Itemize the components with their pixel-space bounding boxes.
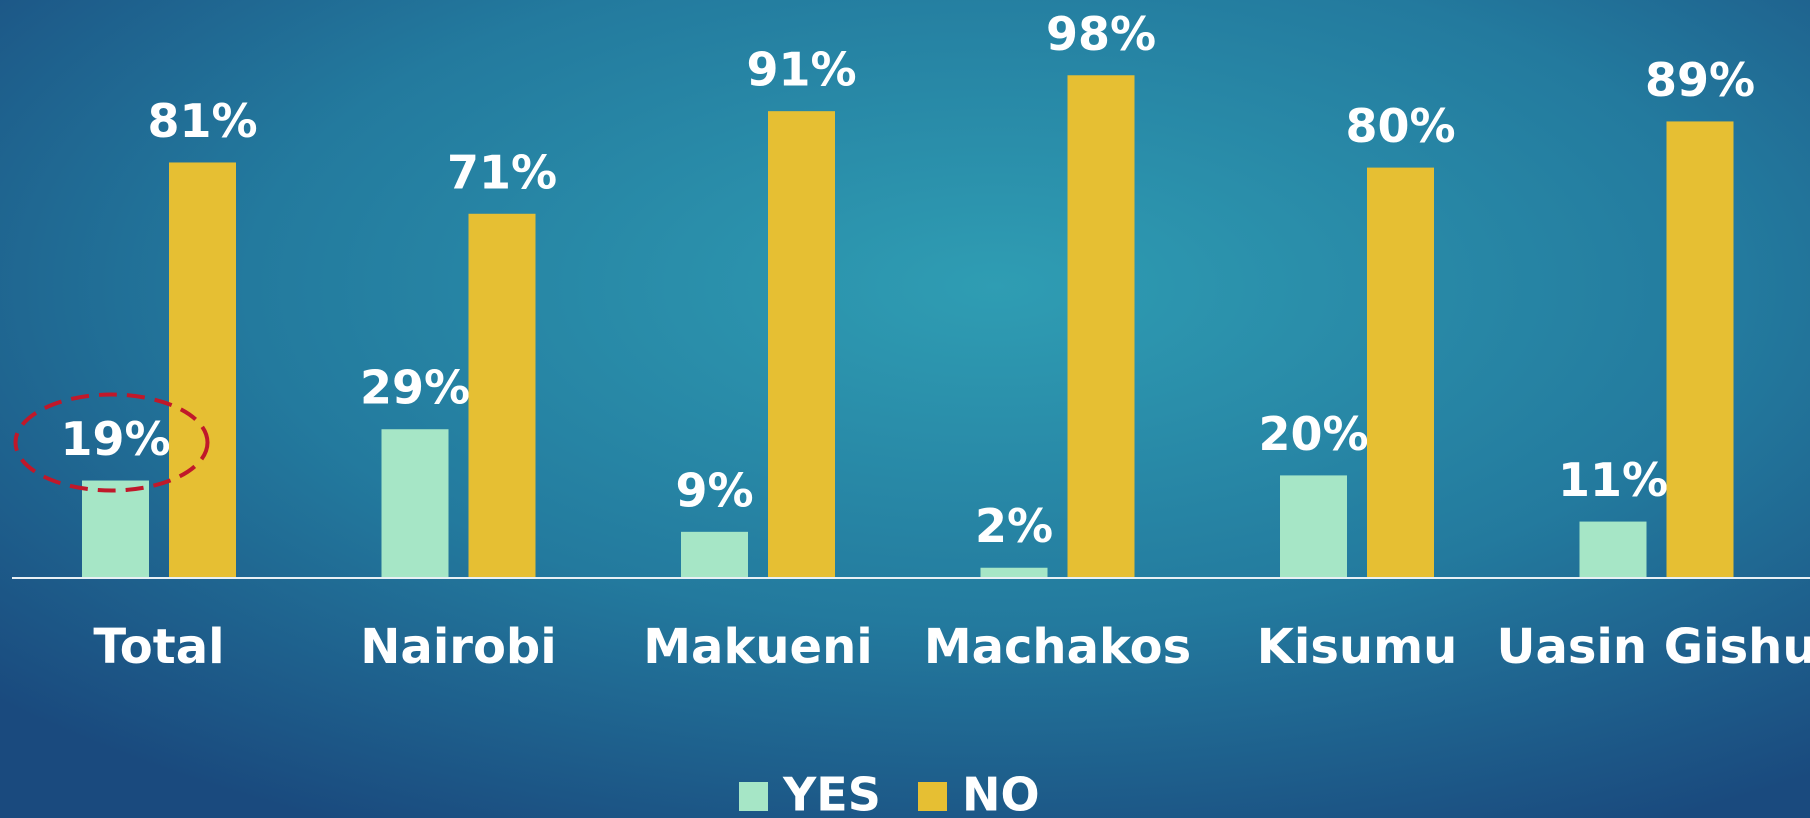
data-label: 20% (1258, 407, 1368, 461)
highlight-ellipse (13, 392, 210, 493)
data-label: 19% (60, 412, 170, 466)
bar (468, 213, 536, 578)
data-label: 98% (1046, 7, 1156, 61)
legend-label: NO (962, 768, 1040, 818)
x-tick-label: Kisumu (1257, 619, 1458, 675)
bar (169, 162, 236, 578)
legend-swatch (739, 782, 768, 811)
bar (381, 429, 449, 578)
data-label: 2% (975, 499, 1053, 553)
x-tick-label: Nairobi (360, 619, 556, 675)
data-label: 71% (447, 145, 557, 199)
x-tick-label: Machakos (924, 619, 1191, 675)
data-label: 89% (1645, 53, 1755, 107)
bar (1367, 167, 1434, 578)
legend-swatch (918, 782, 947, 811)
x-tick-label: Total (93, 619, 224, 675)
data-label: 91% (746, 43, 856, 97)
bar (1067, 75, 1135, 578)
bar (1579, 521, 1647, 578)
x-tick-label: Uasin Gishu (1496, 619, 1810, 675)
data-label: 29% (360, 361, 470, 415)
data-label: 11% (1558, 453, 1668, 507)
data-label: 81% (147, 94, 257, 148)
bar (82, 480, 149, 578)
data-label: 80% (1345, 99, 1455, 153)
bar (1280, 475, 1347, 578)
legend-label: YES (782, 768, 881, 818)
bar (681, 531, 748, 578)
bar (1666, 121, 1734, 579)
bar (768, 111, 835, 579)
x-tick-label: Makueni (643, 619, 872, 675)
data-label: 9% (675, 463, 753, 517)
bar (980, 567, 1048, 578)
